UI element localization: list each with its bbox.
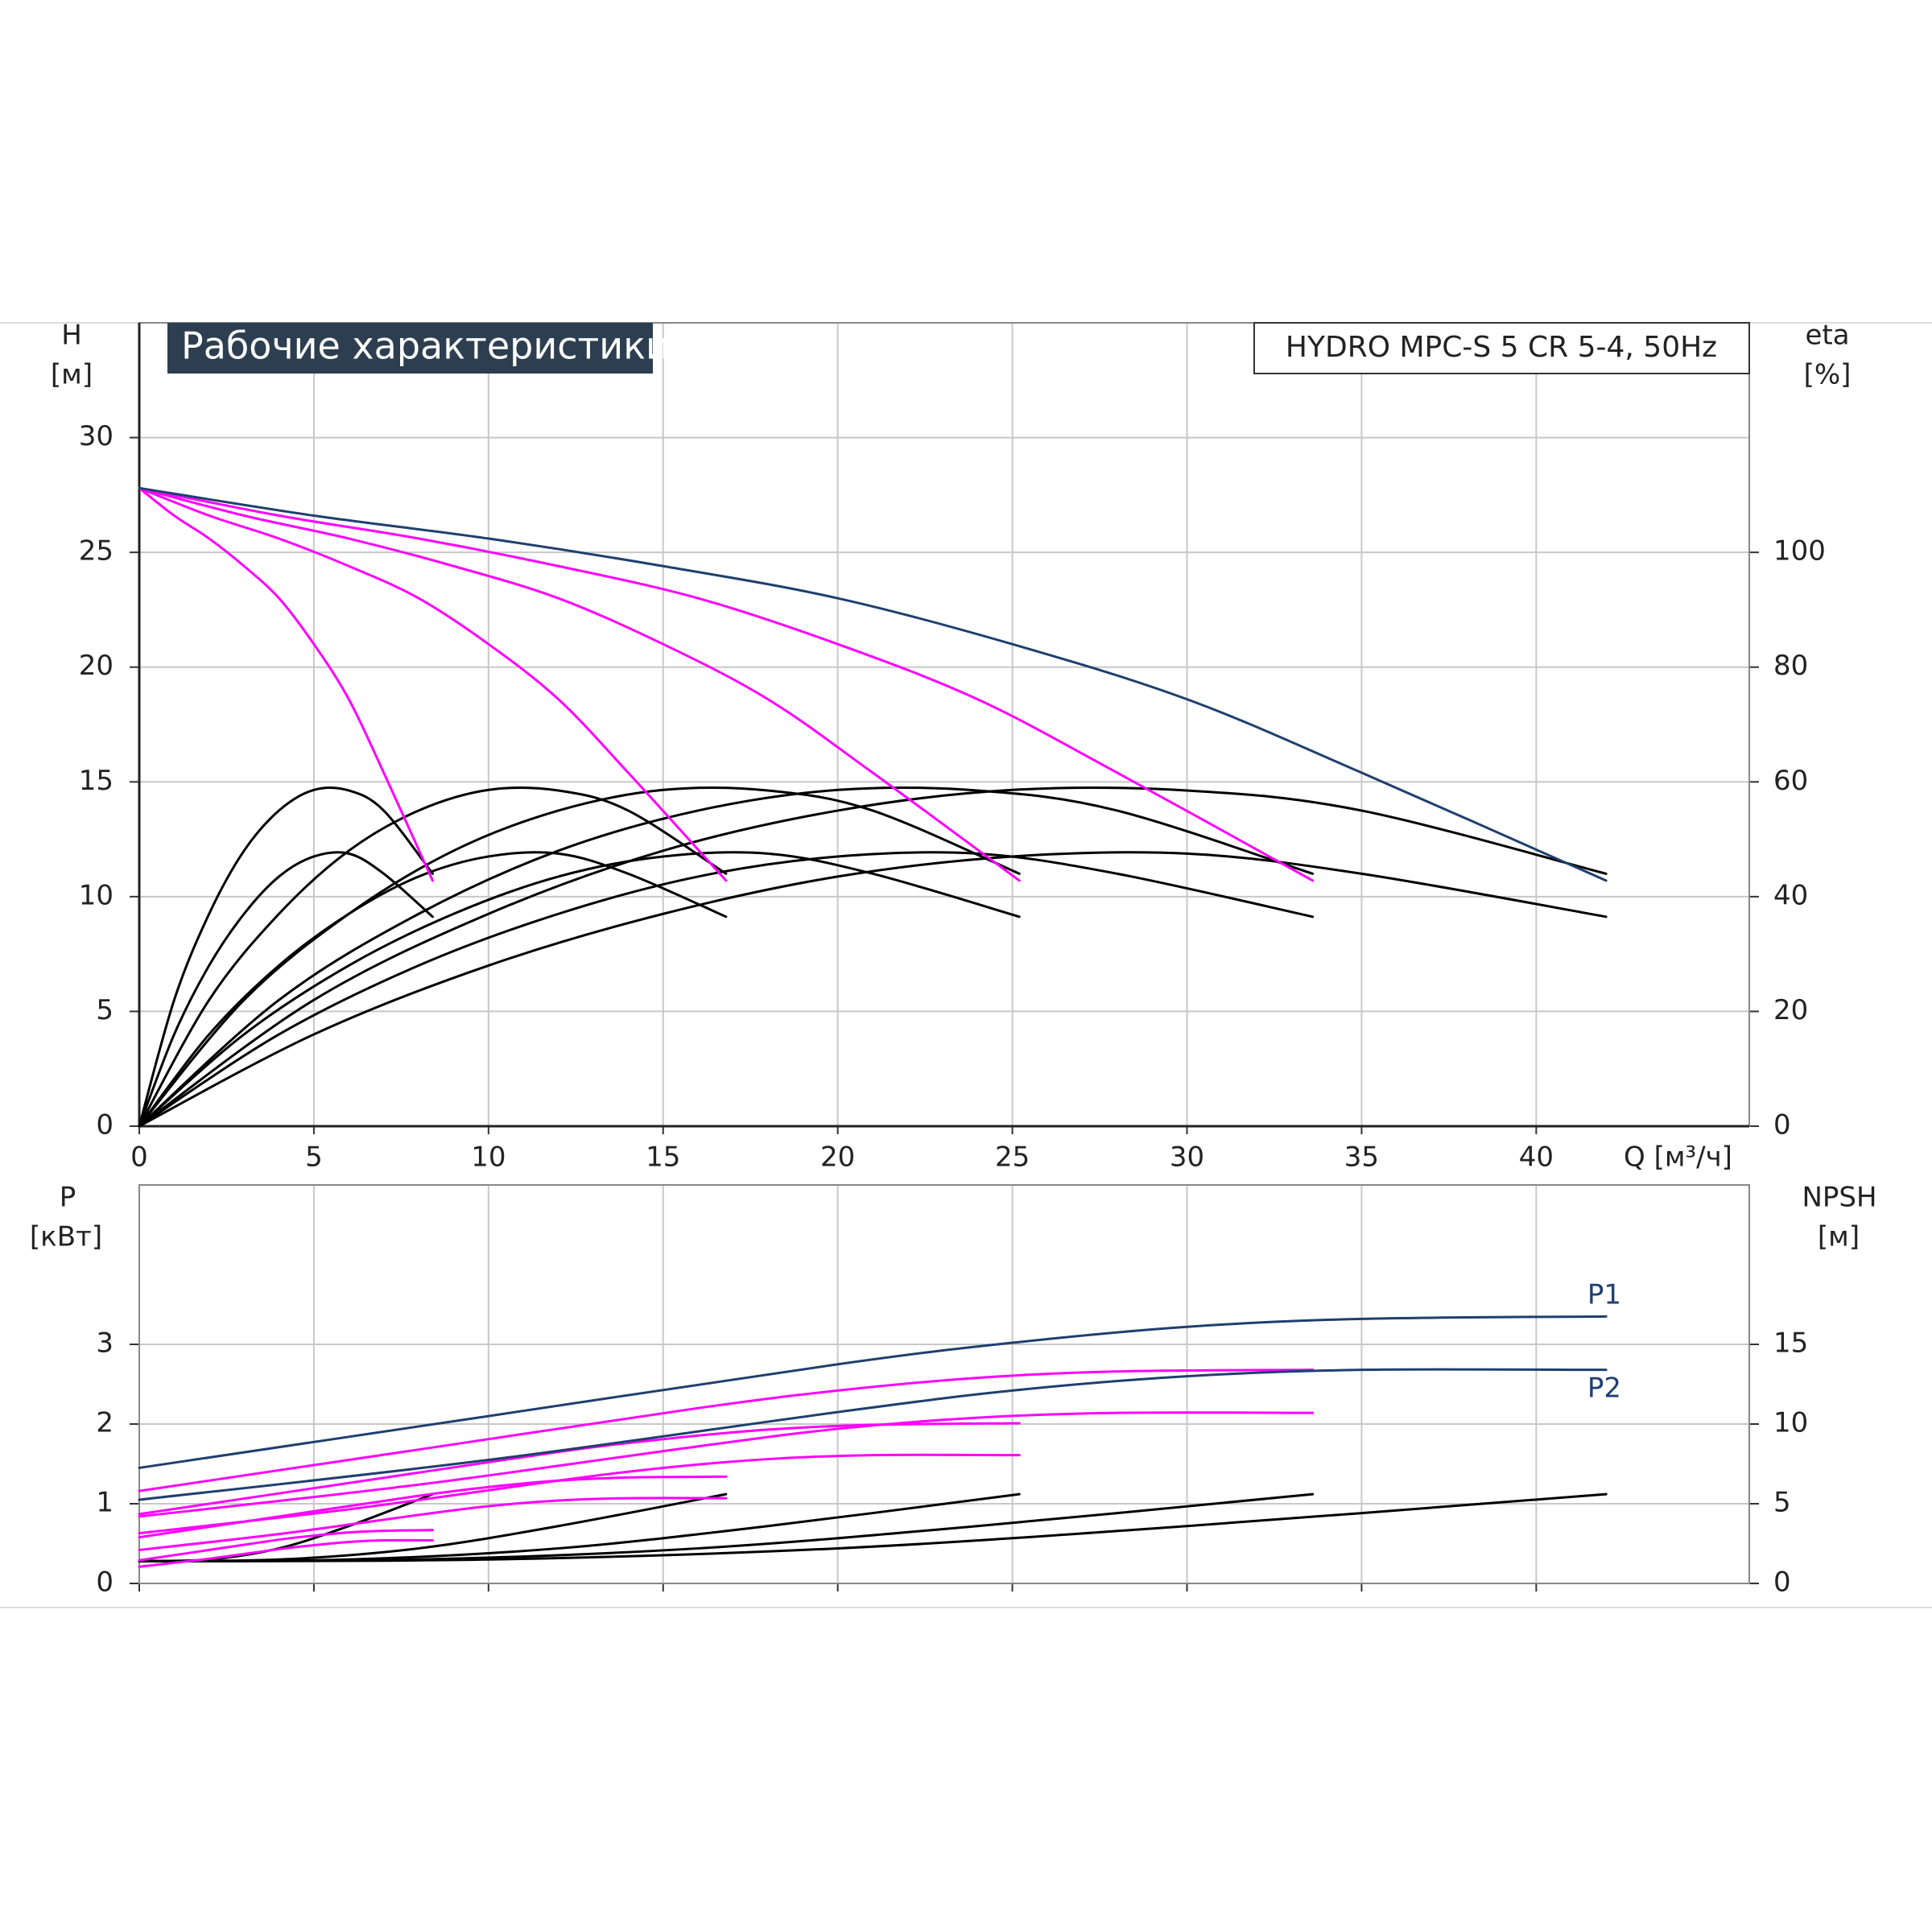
y2-axis-unit: [м] [1818,1221,1860,1253]
curve [138,786,1608,1128]
y2-axis-label: eta [1805,320,1849,352]
curve [138,1538,434,1568]
curve [138,1411,1315,1518]
x-tick-label: 10 [471,1141,506,1174]
curve [138,486,1608,882]
curve [138,486,1021,882]
curve [138,1529,434,1562]
y2-tick-label: 0 [1773,1567,1791,1599]
chart-title: Рабочие характеристики [181,324,670,368]
curve [138,786,434,1128]
y2-axis-label: NPSH [1802,1182,1876,1214]
curve [138,1368,1608,1501]
y2-tick-label: 40 [1773,879,1808,911]
y2-tick-label: 5 [1773,1487,1791,1519]
curve [138,1422,1021,1516]
y-axis-label: H [61,320,82,352]
curve [138,851,434,1128]
y2-axis-unit: [%] [1804,359,1852,391]
y2-tick-label: 15 [1773,1327,1808,1360]
curve [138,486,728,882]
curve [138,1315,1608,1469]
curve [138,786,728,1128]
x-tick-label: 5 [305,1141,323,1174]
y-tick-label: 3 [96,1327,114,1360]
y2-tick-label: 100 [1773,535,1826,568]
curve [138,786,1021,1128]
x-tick-label: 20 [820,1141,855,1174]
x-tick-label: 35 [1344,1141,1379,1174]
y-tick-label: 2 [96,1407,114,1439]
y-axis-unit: [м] [51,359,93,391]
y-axis-unit: [кВт] [30,1221,102,1253]
y2-tick-label: 0 [1773,1109,1791,1141]
y-tick-label: 0 [96,1567,114,1599]
x-axis-label: Q [м³/ч] [1624,1141,1732,1174]
curve [138,786,1315,1128]
y2-tick-label: 60 [1773,765,1808,797]
curve [138,1368,1315,1492]
power-panel: 0 1 2 3 0 5 10 15 [96,1184,1808,1599]
x-tick-label: 30 [1170,1141,1204,1174]
x-tick-label: 15 [646,1141,680,1174]
curve [138,486,434,882]
curve [138,486,1315,882]
y-tick-label: 30 [79,420,114,452]
curve [138,1492,1608,1563]
curve [138,1496,728,1551]
y-tick-label: 20 [79,650,114,682]
y2-tick-label: 20 [1773,994,1808,1026]
title-box [167,323,653,374]
curve-annotation: P1 [1587,1279,1621,1311]
x-tick-label: 0 [130,1141,148,1174]
plot-frame [138,1184,1750,1584]
curve [138,851,1315,1128]
curve [138,1453,1021,1535]
labels: Рабочие характеристики HYDRO MPC-S 5 CR … [30,320,1877,1405]
y-tick-label: 1 [96,1487,114,1519]
y-tick-label: 15 [79,765,114,797]
model-box [1253,322,1750,374]
y-tick-label: 10 [79,879,114,911]
y-axis-label: P [60,1182,76,1214]
curve [138,851,1021,1128]
curve [138,851,728,1128]
chart-subtitle: HYDRO MPC-S 5 CR 5-4, 50Hz [1286,331,1717,364]
performance-panel: 0 5 10 15 20 25 30 35 40 0 5 10 15 20 25 30 0 20 40 60 80 100 [79,322,1826,1174]
curve-annotation: P2 [1587,1373,1621,1405]
y-tick-label: 5 [96,994,114,1026]
x-tick-label: 25 [995,1141,1030,1174]
y2-tick-label: 10 [1773,1407,1808,1439]
y2-tick-label: 80 [1773,650,1808,682]
y-tick-label: 0 [96,1109,114,1141]
curve [138,1475,728,1539]
x-tick-label: 40 [1519,1141,1554,1174]
curve [138,851,1608,1128]
y-tick-label: 25 [79,535,114,568]
